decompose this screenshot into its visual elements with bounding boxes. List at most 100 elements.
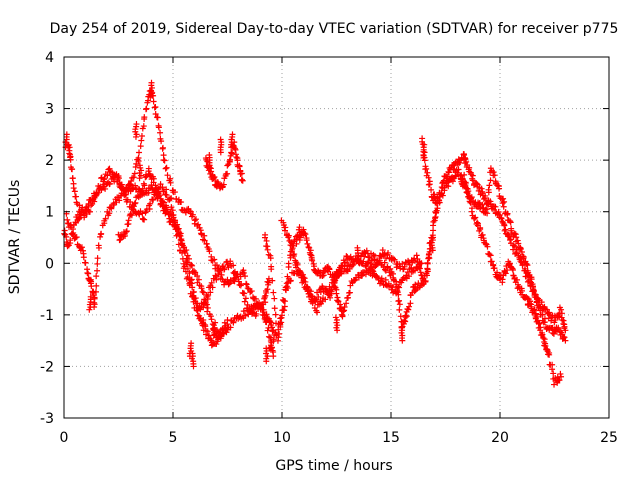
data-point [382, 267, 389, 274]
data-point [381, 250, 388, 257]
data-point [106, 180, 113, 187]
data-point [180, 244, 187, 251]
data-point [248, 288, 255, 295]
data-point [360, 258, 367, 265]
data-point [220, 181, 227, 188]
data-point [401, 263, 408, 270]
data-point [227, 156, 234, 163]
data-point [541, 319, 548, 326]
data-point [558, 306, 565, 313]
data-point [263, 345, 270, 352]
data-point [116, 237, 123, 244]
data-point [239, 177, 246, 184]
data-point [73, 234, 80, 241]
data-point [374, 258, 381, 265]
data-point [169, 207, 176, 214]
data-point [339, 313, 346, 320]
data-point [181, 249, 188, 256]
data-point [225, 281, 232, 288]
data-point [64, 241, 71, 248]
data-point [528, 276, 535, 283]
data-point [195, 276, 202, 283]
data-point [93, 273, 100, 280]
x-tick-label: 25 [600, 430, 618, 446]
data-point [157, 195, 164, 202]
data-point [115, 175, 122, 182]
data-point [511, 243, 518, 250]
data-point [280, 307, 287, 314]
data-point [159, 184, 166, 191]
data-point [381, 259, 388, 266]
data-point [136, 149, 143, 156]
data-point [551, 381, 558, 388]
data-point [301, 275, 308, 282]
data-point [152, 111, 159, 118]
data-point [396, 284, 403, 291]
data-point [150, 196, 157, 203]
data-point [145, 165, 152, 172]
data-point [116, 197, 123, 204]
data-point [367, 260, 374, 267]
data-point [230, 262, 237, 269]
data-point [501, 222, 508, 229]
data-point [424, 259, 431, 266]
data-point [146, 172, 153, 179]
data-point [542, 340, 549, 347]
data-point [127, 211, 134, 218]
data-point [515, 240, 522, 247]
data-point [217, 149, 224, 156]
x-tick-label: 20 [491, 430, 509, 446]
data-point [487, 252, 494, 259]
x-tick-label: 0 [60, 430, 69, 446]
data-point [423, 272, 430, 279]
data-point [176, 232, 183, 239]
data-point [562, 337, 569, 344]
data-point [162, 165, 169, 172]
data-point [298, 274, 305, 281]
data-point [449, 178, 456, 185]
data-point [398, 324, 405, 331]
data-point [444, 173, 451, 180]
y-tick-label: 2 [45, 153, 54, 169]
data-point [224, 162, 231, 169]
data-point [82, 259, 89, 266]
data-point [518, 287, 525, 294]
data-point [263, 311, 270, 318]
data-point [203, 240, 210, 247]
x-axis-label: GPS time / hours [275, 458, 392, 474]
data-point [171, 189, 178, 196]
data-point [451, 162, 458, 169]
data-point [463, 158, 470, 165]
data-point [285, 260, 292, 267]
data-point [287, 277, 294, 284]
data-point [417, 269, 424, 276]
data-point [326, 266, 333, 273]
data-point [227, 277, 234, 284]
data-point [135, 194, 142, 201]
data-point [480, 235, 487, 242]
data-point [523, 260, 530, 267]
data-point [332, 314, 339, 321]
data-point [520, 253, 527, 260]
data-point [425, 174, 432, 181]
data-point [152, 104, 159, 111]
data-point [147, 200, 154, 207]
data-point [502, 270, 509, 277]
data-point [401, 317, 408, 324]
data-point [106, 165, 113, 172]
data-point [244, 301, 251, 308]
data-point [327, 287, 334, 294]
data-point [506, 260, 513, 267]
data-point [137, 143, 144, 150]
data-point [264, 278, 271, 285]
data-point [152, 186, 159, 193]
data-point [261, 234, 268, 241]
data-point [97, 183, 104, 190]
data-point [163, 186, 170, 193]
data-point [349, 262, 356, 269]
data-point [203, 331, 210, 338]
data-point [189, 262, 196, 269]
data-point [221, 265, 228, 272]
data-point [280, 297, 287, 304]
data-point [363, 247, 370, 254]
